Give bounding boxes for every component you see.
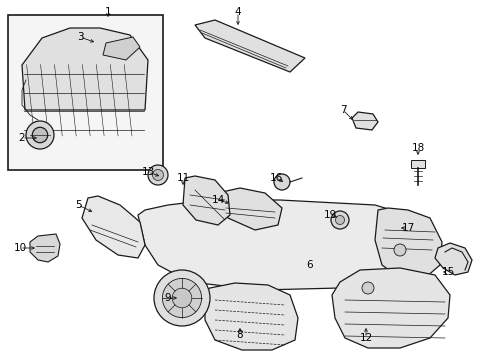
Circle shape [393, 244, 405, 256]
Text: 8: 8 [236, 330, 243, 340]
Text: 17: 17 [401, 223, 414, 233]
Text: 13: 13 [141, 167, 154, 177]
Circle shape [273, 174, 289, 190]
Text: 12: 12 [359, 333, 372, 343]
Polygon shape [331, 268, 449, 348]
Polygon shape [103, 37, 140, 60]
Polygon shape [374, 208, 441, 278]
Circle shape [32, 127, 48, 143]
Text: 5: 5 [75, 200, 81, 210]
Text: 2: 2 [19, 133, 25, 143]
Circle shape [162, 278, 201, 318]
Text: 4: 4 [234, 7, 241, 17]
Text: 18: 18 [410, 143, 424, 153]
Polygon shape [195, 20, 305, 72]
Polygon shape [22, 28, 148, 110]
Bar [410, 160, 424, 168]
Text: 6: 6 [306, 260, 313, 270]
Polygon shape [82, 196, 145, 258]
Circle shape [148, 165, 168, 185]
Polygon shape [183, 176, 229, 225]
Text: 14: 14 [211, 195, 224, 205]
Circle shape [172, 288, 191, 308]
Text: 7: 7 [339, 105, 346, 115]
Polygon shape [138, 200, 417, 290]
Polygon shape [204, 283, 297, 350]
Text: 11: 11 [176, 173, 189, 183]
Text: 10: 10 [13, 243, 26, 253]
Circle shape [26, 121, 54, 149]
Text: 15: 15 [441, 267, 454, 277]
Polygon shape [434, 243, 471, 275]
Text: 3: 3 [77, 32, 83, 42]
Circle shape [335, 216, 344, 225]
Text: 19: 19 [323, 210, 336, 220]
Bar [8, 15, 163, 170]
Text: 9: 9 [164, 293, 171, 303]
Circle shape [152, 170, 163, 180]
Circle shape [330, 211, 348, 229]
Text: 1: 1 [104, 7, 111, 17]
Polygon shape [222, 188, 282, 230]
Polygon shape [351, 112, 377, 130]
Text: 16: 16 [269, 173, 282, 183]
Circle shape [154, 270, 209, 326]
Circle shape [361, 282, 373, 294]
Polygon shape [30, 234, 60, 262]
